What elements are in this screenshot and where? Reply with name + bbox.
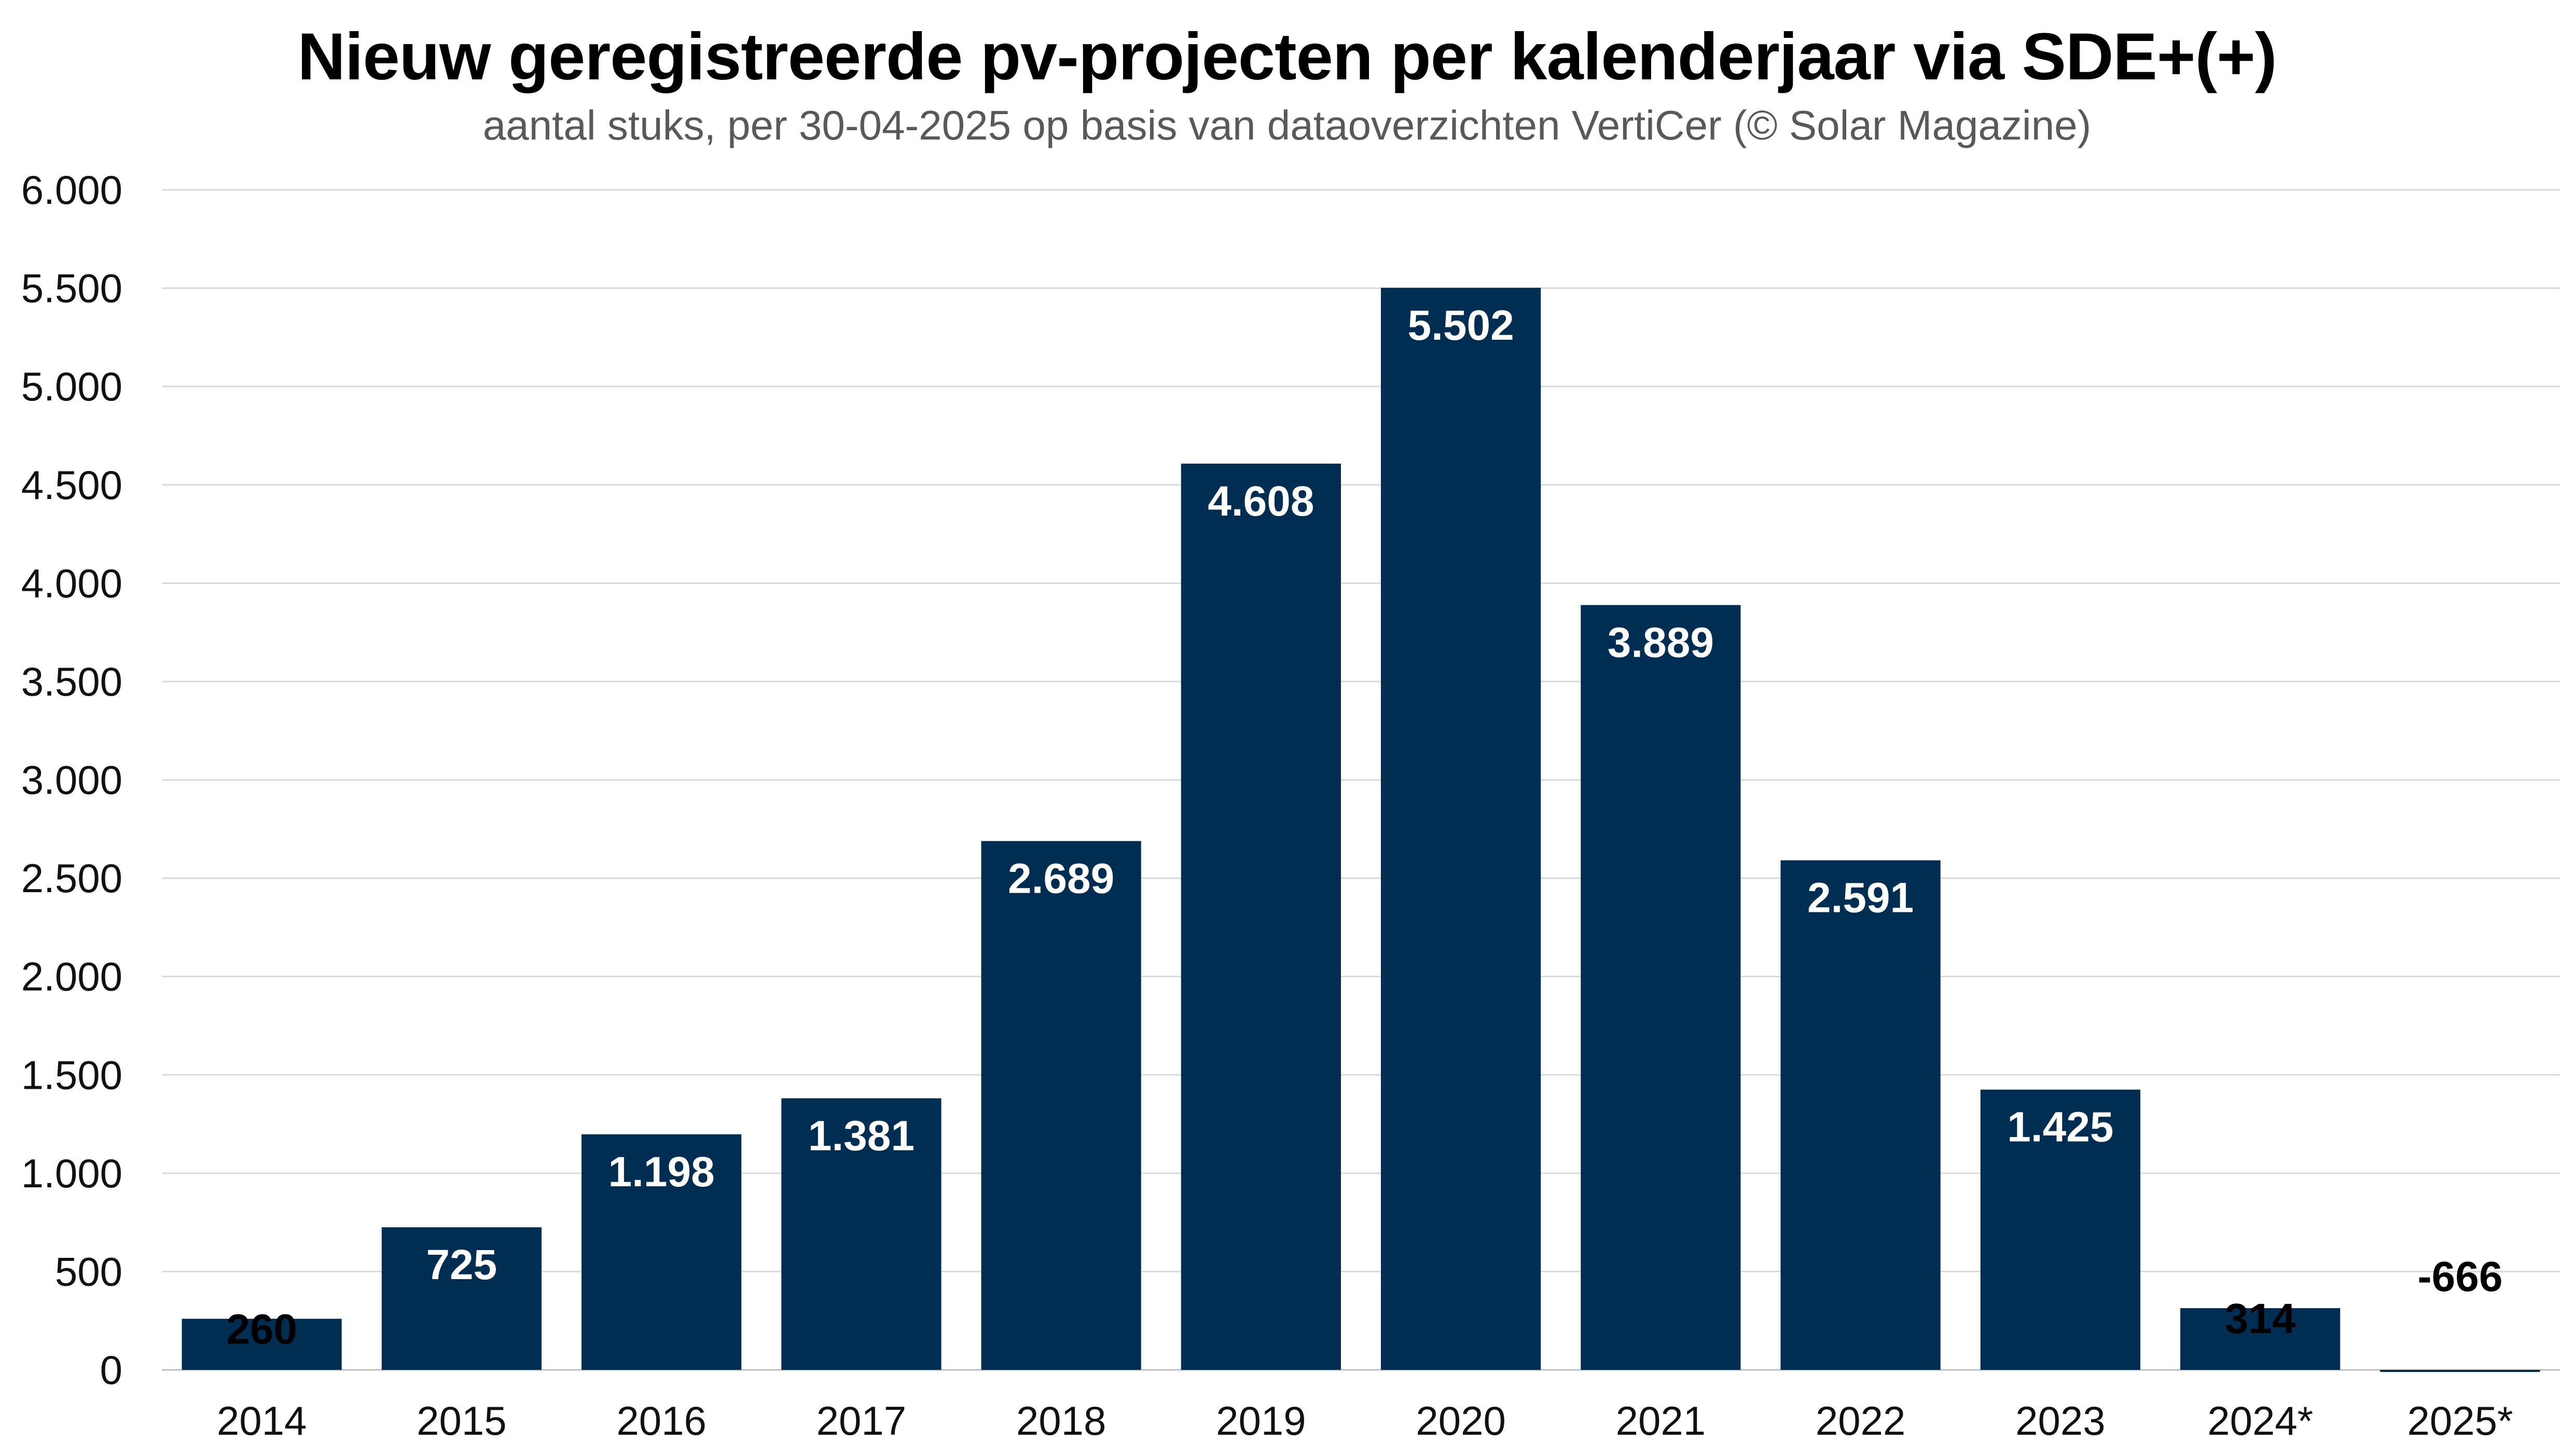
bar — [1581, 605, 1741, 1370]
bar — [2380, 1370, 2540, 1372]
data-label: 1.425 — [2007, 1104, 2113, 1151]
bar — [2180, 1308, 2341, 1370]
y-tick-label: 4.000 — [21, 560, 122, 606]
data-label: 1.198 — [608, 1148, 715, 1196]
data-label: 1.381 — [808, 1112, 915, 1159]
bar — [182, 1319, 342, 1370]
data-label: 4.608 — [1208, 478, 1314, 525]
y-tick-label: 500 — [55, 1249, 122, 1294]
data-label: 725 — [426, 1241, 497, 1288]
x-tick-label: 2016 — [616, 1398, 707, 1444]
y-tick-label: 0 — [100, 1347, 122, 1393]
data-label: 3.889 — [1608, 619, 1714, 666]
bars — [182, 287, 2540, 1372]
y-tick-label: 1.000 — [21, 1150, 122, 1196]
y-tick-label: 5.000 — [21, 364, 122, 409]
bar — [1980, 1089, 2140, 1370]
y-tick-label: 3.500 — [21, 659, 122, 704]
data-label: 2.689 — [1008, 855, 1114, 902]
chart-subtitle: aantal stuks, per 30-04-2025 op basis va… — [482, 102, 2092, 148]
y-tick-label: 5.500 — [21, 266, 122, 311]
x-tick-label: 2017 — [817, 1398, 907, 1444]
x-tick-label: 2018 — [1016, 1398, 1106, 1444]
x-tick-label: 2022 — [1816, 1398, 1906, 1444]
y-tick-label: 6.000 — [21, 167, 122, 213]
bar — [1780, 860, 1941, 1370]
data-label: 2.591 — [1807, 875, 1914, 922]
y-tick-label: 4.500 — [21, 462, 122, 508]
bar — [381, 1227, 542, 1370]
x-tick-label: 2023 — [2015, 1398, 2106, 1444]
data-label: -666 — [2417, 1253, 2502, 1300]
x-axis-ticks: 2014 2015 2016 2017 2018 2019 2020 2021 2022 2023… — [217, 1398, 2513, 1444]
chart-title: Nieuw geregistreerde pv-projecten per ka… — [297, 20, 2277, 94]
x-tick-label: 2015 — [417, 1398, 507, 1444]
y-axis-ticks: 0 500 1.000 1.500 2.000 2.500 3.000 3.500 4.000 4… — [21, 167, 122, 1393]
y-tick-label: 1.500 — [21, 1052, 122, 1098]
x-tick-label: 2025* — [2407, 1398, 2513, 1444]
y-tick-label: 2.000 — [21, 954, 122, 1000]
bar — [781, 1098, 942, 1370]
y-tick-label: 2.500 — [21, 855, 122, 901]
x-tick-label: 2020 — [1416, 1398, 1506, 1444]
x-tick-label: 2019 — [1216, 1398, 1306, 1444]
data-label: 314 — [2225, 1295, 2296, 1342]
data-label: 260 — [226, 1306, 297, 1353]
bar — [582, 1134, 742, 1370]
x-tick-label: 2014 — [217, 1398, 307, 1444]
x-tick-label: 2021 — [1616, 1398, 1706, 1444]
data-labels: 260 725 1.198 1.381 2.689 4.608 5.502 3.889 2.59… — [226, 302, 2502, 1353]
bar — [1381, 287, 1541, 1370]
data-label: 5.502 — [1408, 302, 1514, 349]
gridlines — [162, 189, 2560, 1371]
x-tick-label: 2024* — [2207, 1398, 2313, 1444]
y-tick-label: 3.000 — [21, 757, 122, 803]
bar — [981, 841, 1141, 1370]
bar — [1181, 463, 1341, 1370]
